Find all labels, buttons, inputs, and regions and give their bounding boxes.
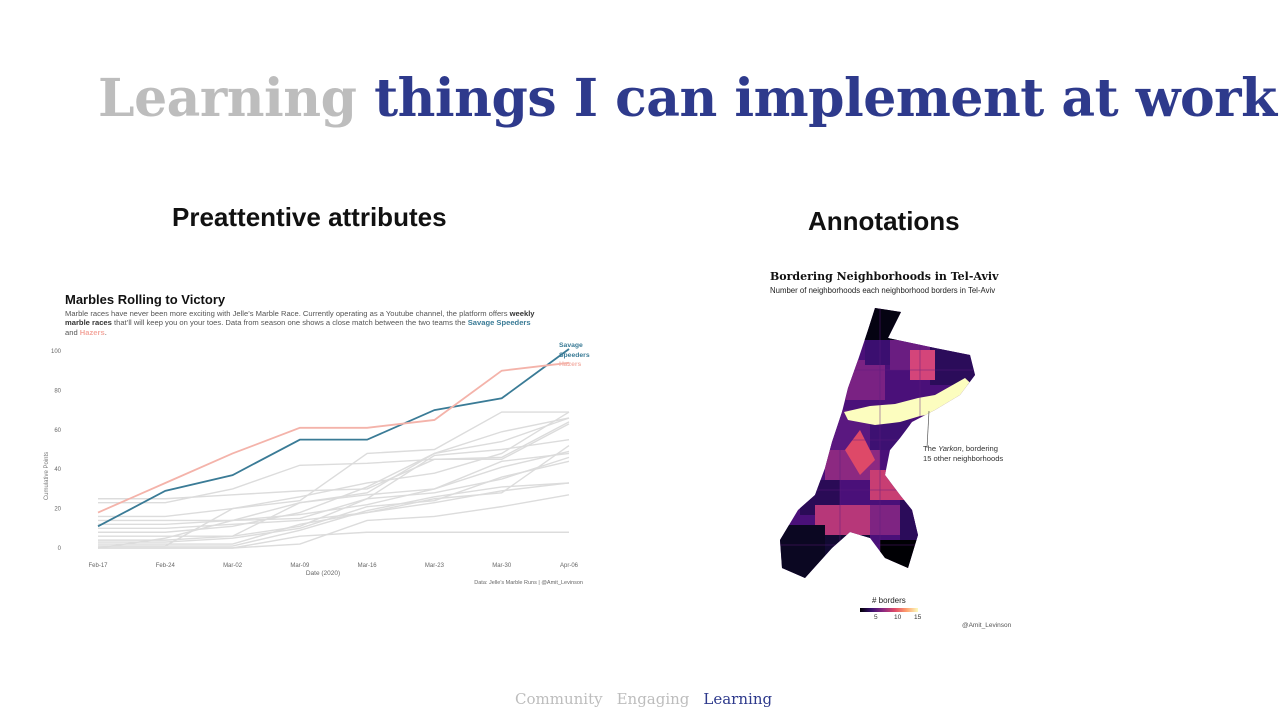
- x-tick-label: Feb-17: [88, 563, 108, 569]
- y-tick-label: 100: [51, 349, 62, 355]
- series-line-other-11: [98, 460, 570, 543]
- marbles-chart: Marbles Rolling to Victory Marble races …: [40, 285, 600, 595]
- footer-item-engaging[interactable]: Engaging: [616, 690, 690, 708]
- chart-subtitle-part1: Marble races have never been more exciti…: [65, 309, 510, 318]
- legend-title: # borders: [872, 596, 906, 605]
- y-tick-label: 40: [54, 467, 61, 473]
- footer-item-learning[interactable]: Learning: [703, 690, 773, 708]
- series-line-other-12: [98, 482, 570, 545]
- map-title: Bordering Neighborhoods in Tel-Aviv: [770, 270, 999, 283]
- y-axis-label: Cumulative Points: [44, 452, 50, 500]
- map-subtitle: Number of neighborhoods each neighborhoo…: [770, 286, 996, 295]
- chart-subtitle: Marble races have never been more exciti…: [65, 309, 535, 337]
- slide-title-accent: things I can implement at work: [374, 68, 1277, 129]
- slide-title-muted: Learning: [98, 68, 357, 129]
- series-line-other-3: [98, 421, 570, 504]
- series-line-other-17: [97, 417, 570, 549]
- x-tick-label: Mar-02: [223, 563, 243, 569]
- annotation-line2: 15 other neighborhoods: [923, 453, 1004, 463]
- map-credit: @Amit_Levinson: [962, 622, 1012, 629]
- x-axis-label: Date (2020): [306, 570, 340, 577]
- chart-subtitle-bold: weekly marble races: [65, 309, 535, 328]
- chart-subtitle-team-a: Savage Speeders: [467, 318, 531, 328]
- series-line-other-16: [98, 531, 569, 549]
- chart-title: Marbles Rolling to Victory: [65, 292, 226, 307]
- highlighted-team-lines: [97, 348, 570, 528]
- savage-label-line1: Savage: [559, 342, 583, 349]
- x-tick-label: Feb-24: [156, 563, 176, 569]
- series-line-other-9: [98, 452, 570, 537]
- axis-ticks: Feb-17 Feb-24 Mar-02 Mar-09 Mar-16 Mar-23 Mar-…: [51, 349, 579, 569]
- legend-tick: 10: [894, 614, 902, 621]
- y-tick-label: 20: [54, 507, 61, 513]
- series-line-other-8: [98, 417, 570, 533]
- series-line-other-14: [98, 411, 569, 547]
- yarkon-region: [844, 378, 975, 425]
- x-tick-label: Mar-16: [358, 563, 378, 569]
- series-line-savage-speeders: [97, 348, 570, 528]
- map-annotation: The Yarkon, bordering 15 other neighborho…: [923, 444, 1003, 463]
- series-line-other-5: [98, 450, 570, 522]
- savage-label-line2: Speeders: [559, 352, 590, 359]
- annotation-part1: The: [923, 444, 939, 453]
- annotation-italic: Yarkon: [938, 444, 962, 453]
- annotation-part2: , bordering: [961, 444, 999, 453]
- chart-subtitle-part2: that’ll will keep you on your toes. Data…: [111, 318, 468, 328]
- x-tick-label: Mar-30: [492, 563, 512, 569]
- other-teams-lines: [97, 411, 570, 549]
- x-tick-label: Mar-09: [290, 563, 310, 569]
- y-tick-label: 80: [54, 388, 61, 394]
- chart-caption: Data: Jelle’s Marble Runs | @Amit_Levins…: [474, 580, 583, 586]
- y-tick-label: 0: [58, 546, 62, 552]
- tel-aviv-map: [780, 308, 975, 578]
- series-line-other-13: [98, 482, 570, 547]
- footer-nav: Community Engaging Learning: [515, 690, 786, 708]
- marbles-plot: Cumulative Points Date (2020) Data: Jell…: [44, 342, 590, 586]
- legend-tick: 15: [914, 614, 922, 621]
- series-line-other-7: [98, 444, 570, 530]
- chart-subtitle-team-b: Hazers: [79, 327, 105, 337]
- left-heading: Preattentive attributes: [172, 202, 447, 232]
- footer-item-community[interactable]: Community: [515, 690, 603, 708]
- chart-subtitle-and: and: [65, 327, 80, 337]
- legend-tick: 5: [874, 614, 878, 621]
- chart-subtitle-end: .: [104, 327, 107, 337]
- x-tick-label: Mar-23: [425, 563, 445, 569]
- slide-title: Learning things I can implement at work: [98, 68, 1277, 129]
- hazers-label: Hazers: [559, 361, 582, 368]
- y-tick-label: 60: [54, 428, 61, 434]
- annotation-pointer: [926, 410, 930, 449]
- x-tick-label: Apr-06: [560, 563, 579, 569]
- right-heading: Annotations: [808, 206, 960, 236]
- series-line-hazers: [97, 361, 570, 514]
- legend-color-bar: [860, 608, 918, 612]
- series-line-other-4: [98, 411, 570, 518]
